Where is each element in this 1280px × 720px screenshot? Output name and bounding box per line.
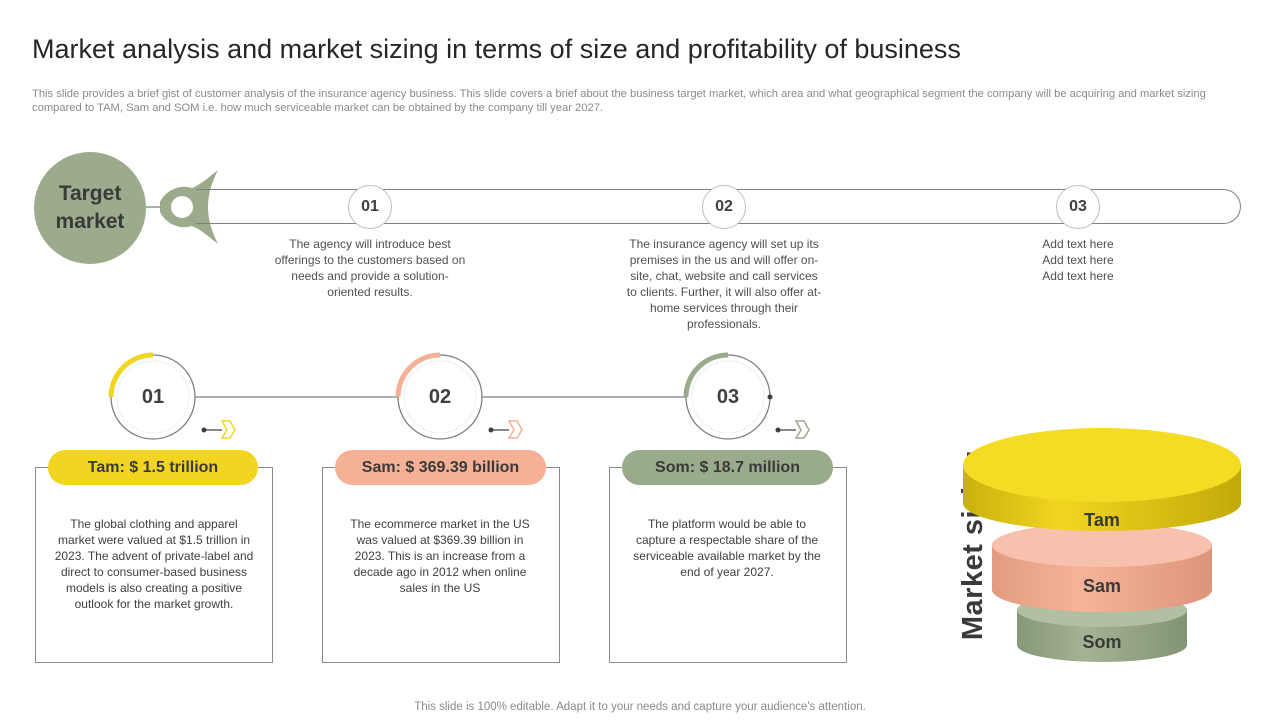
target-market-label: Target market bbox=[55, 182, 125, 233]
step-text-01: The agency will introduce best offerings… bbox=[274, 237, 466, 299]
market-number-02: 02 bbox=[428, 385, 452, 408]
arrow-right-icon bbox=[201, 420, 236, 439]
target-market-circle: Target market bbox=[34, 152, 146, 264]
step-number-03: 03 bbox=[1056, 185, 1100, 229]
arrow-right-icon bbox=[488, 420, 523, 439]
market-card-som bbox=[609, 467, 847, 663]
market-number-01: 01 bbox=[141, 385, 165, 408]
market-steps-graphic bbox=[108, 352, 810, 440]
market-number-03: 03 bbox=[716, 385, 740, 408]
page-title: Market analysis and market sizing in ter… bbox=[32, 34, 961, 64]
som-description: The platform would be able to capture a … bbox=[633, 517, 821, 579]
page-subtitle: This slide provides a brief gist of cust… bbox=[32, 88, 1206, 114]
tam-pill: Tam: $ 1.5 trillion bbox=[48, 450, 258, 485]
step-number-01: 01 bbox=[348, 185, 392, 229]
step-text-02: The insurance agency will set up its pre… bbox=[626, 237, 822, 331]
market-card-tam bbox=[35, 467, 273, 663]
step-text-03: Add text here Add text here Add text her… bbox=[1042, 237, 1114, 283]
sam-description: The ecommerce market in the US was value… bbox=[350, 517, 530, 595]
market-card-sam bbox=[322, 467, 560, 663]
market-sizing-graphic bbox=[963, 428, 1241, 662]
footer-note: This slide is 100% editable. Adapt it to… bbox=[414, 701, 866, 713]
target-connector-icon bbox=[146, 170, 218, 244]
layer-label-sam: Sam bbox=[1082, 576, 1122, 596]
tam-description: The global clothing and apparel market w… bbox=[54, 517, 254, 611]
step-number-02: 02 bbox=[702, 185, 746, 229]
som-pill: Som: $ 18.7 million bbox=[622, 450, 833, 485]
sam-pill: Sam: $ 369.39 billion bbox=[335, 450, 546, 485]
layer-label-som: Som bbox=[1082, 632, 1122, 652]
arrow-right-icon bbox=[775, 420, 810, 439]
layer-label-tam: Tam bbox=[1084, 510, 1120, 530]
